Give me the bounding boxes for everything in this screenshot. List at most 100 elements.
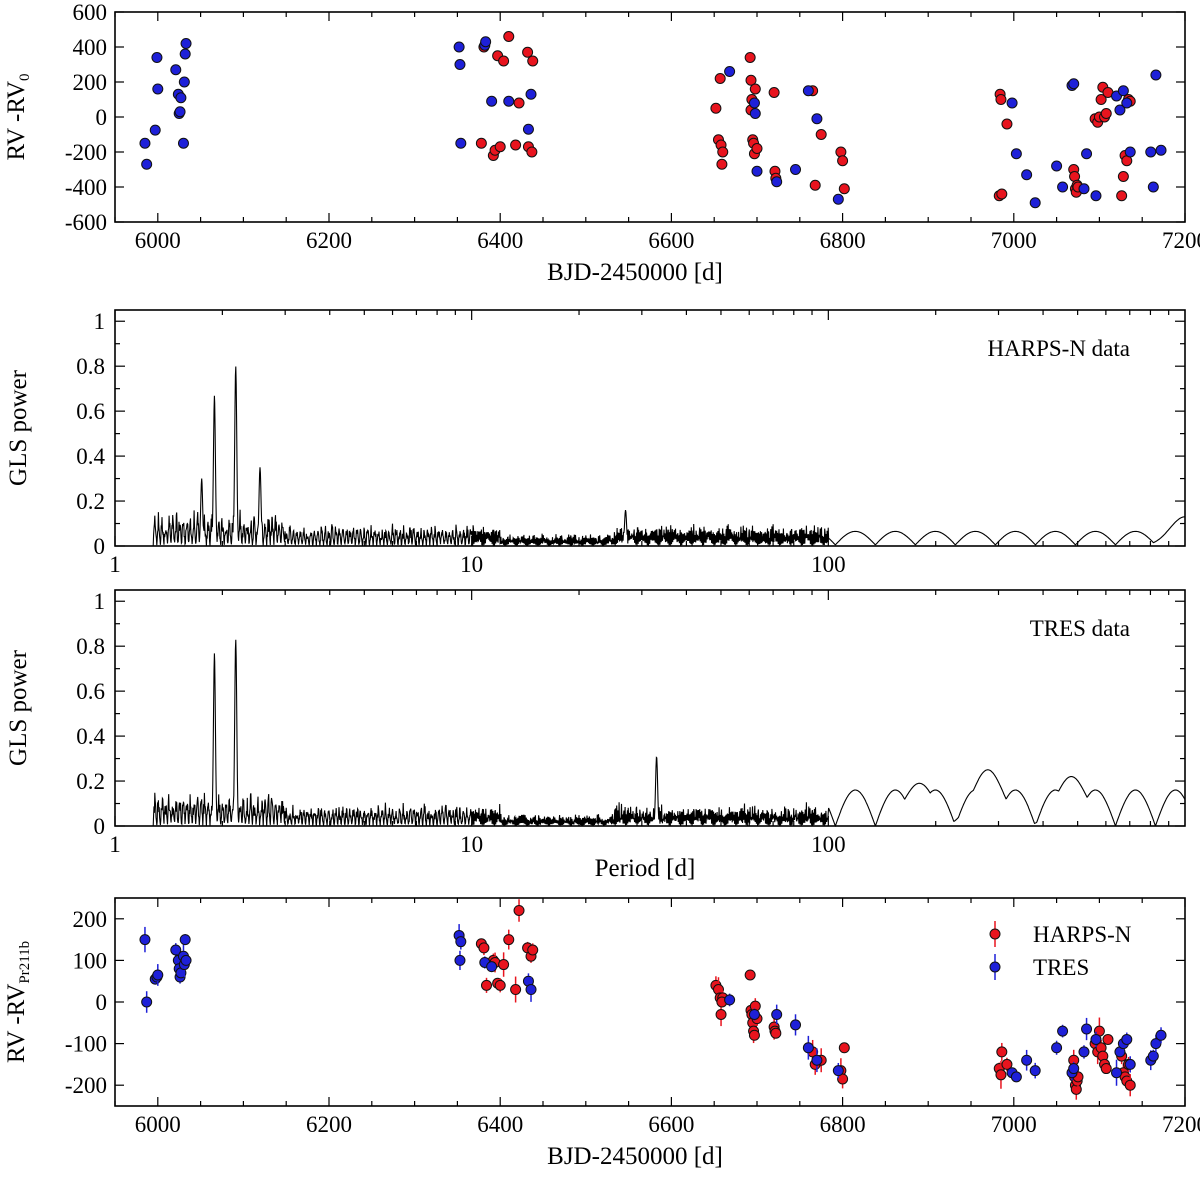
data-point (996, 188, 1008, 200)
data-point (170, 64, 182, 76)
data-point (175, 92, 187, 104)
y-tick-label: 0.2 (76, 769, 105, 794)
data-point (715, 1008, 727, 1020)
panel-annotation: HARPS-N data (988, 336, 1130, 361)
y-tick-label: -100 (65, 1032, 107, 1057)
data-point (1010, 148, 1022, 160)
x-tick-label: 6600 (648, 1112, 694, 1137)
y-tick-label: -200 (65, 140, 107, 165)
x-axis-label: BJD-2450000 [d] (547, 1143, 723, 1170)
plot-frame (114, 11, 1186, 223)
y-tick-label: 0.6 (76, 399, 105, 424)
data-point (1100, 1063, 1112, 1075)
data-point (513, 97, 525, 109)
data-point (770, 1027, 782, 1039)
data-point (1081, 148, 1093, 160)
data-point (1124, 146, 1136, 158)
data-point (724, 994, 736, 1006)
data-point (790, 1019, 802, 1031)
data-point (494, 141, 506, 153)
data-point (179, 48, 191, 60)
data-point (1150, 69, 1162, 81)
data-point (149, 124, 161, 136)
data-point (1021, 169, 1033, 181)
data-point (802, 85, 814, 97)
data-point (995, 1069, 1007, 1081)
plot-frame (114, 309, 1186, 547)
y-tick-label: 0 (96, 105, 108, 130)
x-tick-label: 7000 (991, 1112, 1037, 1137)
x-tick-label: 6200 (306, 228, 352, 253)
data-point (717, 146, 729, 158)
rv-residual-panel: 6000 6200 6400 6600 6800 7000 7200 -200 -100 0 100… (3, 897, 1200, 1170)
y-tick-label: 600 (73, 0, 108, 25)
data-point (170, 944, 182, 956)
gls-harps-panel: 1 10 100 0 0.2 0.4 0.6 0.8 1 GLS power HARPS-N dat… (5, 309, 1186, 577)
data-point (995, 94, 1007, 105)
data-point (503, 31, 515, 42)
data-point (498, 959, 510, 971)
y-tick-label: 0 (94, 814, 106, 839)
data-point (832, 1065, 844, 1077)
x-tick-label: 7200 (1162, 228, 1200, 253)
data-point (1078, 1046, 1090, 1058)
x-tick-label: 100 (811, 832, 846, 857)
data-point (1102, 1033, 1114, 1045)
data-point (478, 942, 490, 954)
data-point (745, 74, 757, 86)
data-point (510, 139, 522, 151)
data-point (749, 108, 761, 119)
series-harpsn (475, 31, 1136, 202)
data-point (1090, 190, 1102, 202)
x-tick-label: 7200 (1162, 1112, 1200, 1137)
data-point (1124, 1058, 1136, 1070)
data-point (180, 38, 192, 49)
y-tick-label: -400 (65, 175, 107, 200)
x-tick-label: 6400 (477, 228, 523, 253)
x-tick-label: 1 (109, 832, 121, 857)
legend-label: TRES (1033, 955, 1089, 980)
data-point (744, 969, 756, 981)
y-tick-label: 0.4 (76, 724, 105, 749)
data-point (139, 934, 151, 946)
x-tick-label: 6800 (820, 228, 866, 253)
data-point (174, 106, 186, 118)
data-point (141, 996, 153, 1008)
data-point (1111, 1067, 1123, 1079)
data-point (802, 1042, 814, 1054)
data-point (835, 146, 847, 158)
y-tick-label: 1 (94, 589, 106, 614)
x-tick-label: 10 (460, 832, 483, 857)
data-point (811, 1054, 823, 1066)
data-point (1001, 118, 1013, 130)
data-point (141, 158, 153, 170)
data-point (790, 164, 802, 175)
data-point (503, 95, 515, 107)
data-point (522, 123, 534, 135)
data-point (527, 55, 539, 67)
data-point (1029, 1065, 1041, 1077)
data-point (768, 87, 780, 98)
data-point (744, 52, 756, 63)
data-point (1057, 1025, 1069, 1037)
data-point (522, 46, 534, 58)
y-tick-label: 0 (94, 534, 106, 559)
data-point (178, 76, 190, 88)
data-point (1078, 183, 1090, 195)
data-point (710, 102, 722, 114)
y-tick-label: 1 (94, 309, 106, 334)
y-axis-label: RV -RVPr211b (3, 941, 33, 1063)
data-point (180, 954, 192, 966)
y-tick-label: 0.2 (76, 489, 105, 514)
y-tick-label: -200 (65, 1073, 107, 1098)
data-point (751, 143, 763, 154)
data-point (749, 83, 761, 95)
data-point (714, 73, 726, 84)
data-point (179, 934, 191, 946)
data-point (1124, 1079, 1136, 1091)
data-point (1121, 97, 1133, 109)
data-point (481, 979, 493, 991)
data-point (751, 165, 763, 177)
data-point (1068, 78, 1080, 90)
